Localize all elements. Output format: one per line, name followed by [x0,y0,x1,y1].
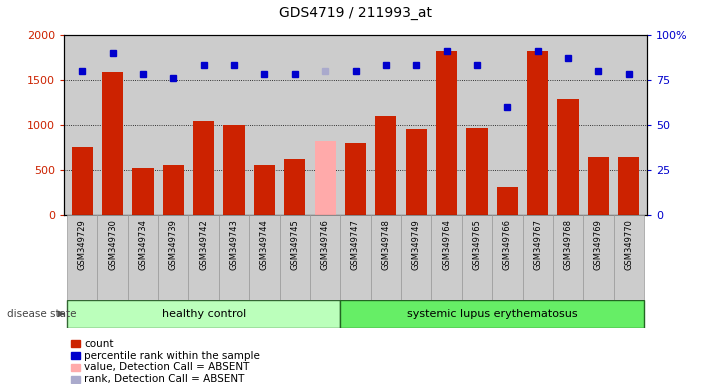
Bar [341,300,644,328]
Bar [341,215,370,300]
Bar [583,215,614,300]
Bar [492,215,523,300]
Bar [557,99,579,215]
Text: GSM349768: GSM349768 [564,219,572,270]
Text: GSM349730: GSM349730 [108,219,117,270]
Bar [553,215,583,300]
Bar [436,51,457,215]
Bar [158,215,188,300]
Text: value, Detection Call = ABSENT: value, Detection Call = ABSENT [84,362,250,372]
Bar [188,215,219,300]
Bar [375,116,397,215]
Bar [284,159,306,215]
Bar [466,128,488,215]
Bar [97,215,128,300]
Text: GSM349749: GSM349749 [412,219,421,270]
Text: rank, Detection Call = ABSENT: rank, Detection Call = ABSENT [84,374,245,384]
Bar [132,168,154,215]
Bar [461,215,492,300]
Text: GSM349764: GSM349764 [442,219,451,270]
Bar [67,300,341,328]
Text: GSM349770: GSM349770 [624,219,634,270]
Text: GSM349747: GSM349747 [351,219,360,270]
Bar [618,157,639,215]
Bar [310,215,341,300]
Bar [314,141,336,215]
Text: GSM349746: GSM349746 [321,219,330,270]
Text: GSM349766: GSM349766 [503,219,512,270]
Bar [588,157,609,215]
Text: disease state: disease state [7,309,77,319]
Bar [72,147,93,215]
Text: GSM349748: GSM349748 [381,219,390,270]
Text: GSM349769: GSM349769 [594,219,603,270]
Bar [523,215,553,300]
Bar [370,215,401,300]
Text: GSM349744: GSM349744 [260,219,269,270]
Bar [223,125,245,215]
Text: GSM349767: GSM349767 [533,219,542,270]
Text: healthy control: healthy control [161,309,246,319]
Text: GSM349765: GSM349765 [473,219,481,270]
Bar [432,215,461,300]
Bar [345,143,366,215]
Bar [527,51,548,215]
Bar [614,215,644,300]
Bar [102,71,123,215]
Text: GDS4719 / 211993_at: GDS4719 / 211993_at [279,6,432,20]
Bar [279,215,310,300]
Text: count: count [84,339,113,349]
Bar [405,129,427,215]
Text: percentile rank within the sample: percentile rank within the sample [84,351,260,361]
Bar [401,215,432,300]
Bar [250,215,279,300]
Bar [254,164,275,215]
Text: GSM349734: GSM349734 [139,219,147,270]
Text: GSM349743: GSM349743 [230,219,238,270]
Text: GSM349742: GSM349742 [199,219,208,270]
Bar [219,215,250,300]
Text: systemic lupus erythematosus: systemic lupus erythematosus [407,309,577,319]
Bar [67,215,97,300]
Text: GSM349729: GSM349729 [77,219,87,270]
Text: GSM349739: GSM349739 [169,219,178,270]
Bar [163,164,184,215]
Bar [497,187,518,215]
Bar [193,121,214,215]
Text: GSM349745: GSM349745 [290,219,299,270]
Bar [128,215,158,300]
